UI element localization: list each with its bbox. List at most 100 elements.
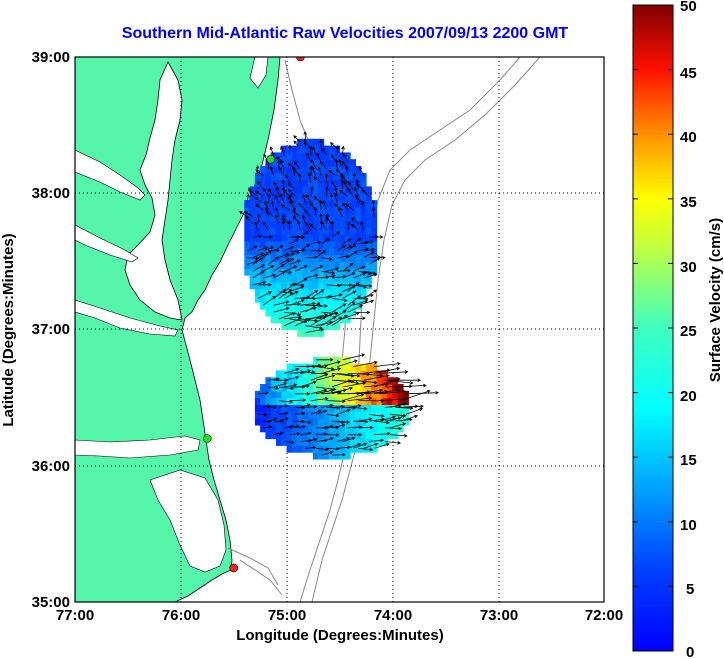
x-axis: 77:00 76:00 75:00 74:00 73:00 72:00 Long… (56, 607, 623, 644)
velocity-cell (344, 281, 351, 290)
velocity-arrow (320, 161, 327, 170)
velocity-cell (281, 254, 288, 262)
velocity-arrow (374, 388, 401, 395)
velocity-arrow (315, 432, 328, 436)
y-tick-label: 39:00 (32, 49, 70, 66)
velocity-cell (371, 377, 378, 385)
velocity-arrow (353, 406, 368, 411)
velocity-cell (313, 145, 319, 153)
velocity-cell (270, 166, 277, 174)
velocity-arrow (315, 374, 336, 381)
velocity-cell (297, 213, 304, 222)
velocity-cell (297, 384, 304, 392)
velocity-arrow (306, 194, 312, 204)
velocity-arrow (312, 146, 317, 156)
velocity-cell (302, 390, 309, 399)
velocity-cell (350, 275, 356, 283)
velocity-arrow (310, 313, 328, 320)
velocity-cell (376, 431, 383, 440)
velocity-cell (360, 363, 367, 371)
velocity-arrow (246, 193, 250, 204)
velocity-cell (302, 281, 309, 290)
velocity-cell (281, 377, 288, 385)
velocity-cell (334, 179, 341, 187)
velocity-cell (270, 220, 277, 228)
velocity-cell (249, 220, 256, 228)
velocity-cell (291, 200, 298, 208)
velocity-cell (344, 397, 351, 405)
velocity-cell (328, 438, 335, 446)
velocity-arrow (355, 183, 364, 190)
velocity-arrow (263, 425, 273, 429)
velocity-arrow (328, 170, 338, 177)
velocity-cell (307, 172, 314, 181)
velocity-arrow (310, 185, 314, 197)
velocity-cell (344, 452, 351, 460)
velocity-cell (350, 370, 356, 378)
velocity-cell (291, 193, 298, 201)
velocity-cell (365, 411, 372, 419)
velocity-cell (297, 227, 304, 235)
velocity-cell (360, 193, 367, 201)
velocity-cell (291, 411, 298, 419)
velocity-cell (365, 193, 372, 201)
velocity-arrow (287, 182, 296, 190)
velocity-cell (270, 411, 277, 419)
velocity-cell (297, 302, 304, 310)
velocity-cell (334, 390, 341, 399)
velocity-arrow (319, 139, 323, 149)
velocity-cell (339, 275, 346, 283)
velocity-arrow (352, 272, 367, 279)
velocity-arrow (310, 240, 322, 245)
velocity-cell (281, 206, 288, 215)
velocity-cell (318, 295, 325, 303)
velocity-cell (339, 384, 346, 392)
velocity-cell (371, 234, 378, 242)
velocity-arrow (278, 166, 285, 177)
velocity-cell (350, 172, 356, 181)
velocity-arrow (255, 169, 264, 177)
y-axis-label: Latitude (Degrees:Minutes) (0, 233, 17, 426)
velocity-arrow (363, 374, 390, 381)
velocity-cell (365, 424, 372, 433)
velocity-cell (392, 404, 399, 412)
velocity-cell (323, 356, 330, 365)
velocity-cell (328, 213, 335, 222)
velocity-arrow (280, 146, 285, 156)
velocity-arrow (347, 243, 357, 252)
velocity-cell (403, 418, 409, 426)
velocity-cell (318, 247, 325, 256)
velocity-cell (286, 397, 293, 405)
velocity-arrow (262, 246, 275, 252)
velocity-cell (328, 315, 335, 324)
velocity-cell (360, 404, 367, 412)
velocity-cell (355, 445, 362, 453)
velocity-cell (339, 220, 346, 228)
velocity-cell (276, 411, 282, 419)
velocity-cell (291, 377, 298, 385)
velocity-cell (249, 240, 256, 249)
velocity-cell (339, 390, 346, 399)
velocity-cell (328, 227, 335, 235)
velocity-cell (334, 384, 341, 392)
velocity-cell (297, 322, 304, 331)
velocity-arrow (321, 311, 339, 316)
velocity-arrow (292, 210, 301, 218)
velocity-arrow (321, 274, 336, 279)
velocity-cell (276, 315, 282, 324)
velocity-cell (270, 193, 277, 201)
velocity-cell (281, 390, 288, 399)
velocity-cell (307, 240, 314, 249)
velocity-cell (276, 397, 282, 405)
velocity-arrow (363, 247, 375, 252)
velocity-cell (387, 411, 393, 419)
velocity-cell (297, 145, 304, 153)
velocity-cell (387, 424, 393, 433)
velocity-cell (334, 261, 341, 269)
velocity-cell (365, 275, 372, 283)
pamlico-sound (149, 469, 227, 573)
velocity-cell (302, 322, 309, 331)
velocity-cell (270, 315, 277, 324)
velocity-cell (276, 220, 282, 228)
velocity-cell (355, 363, 362, 371)
